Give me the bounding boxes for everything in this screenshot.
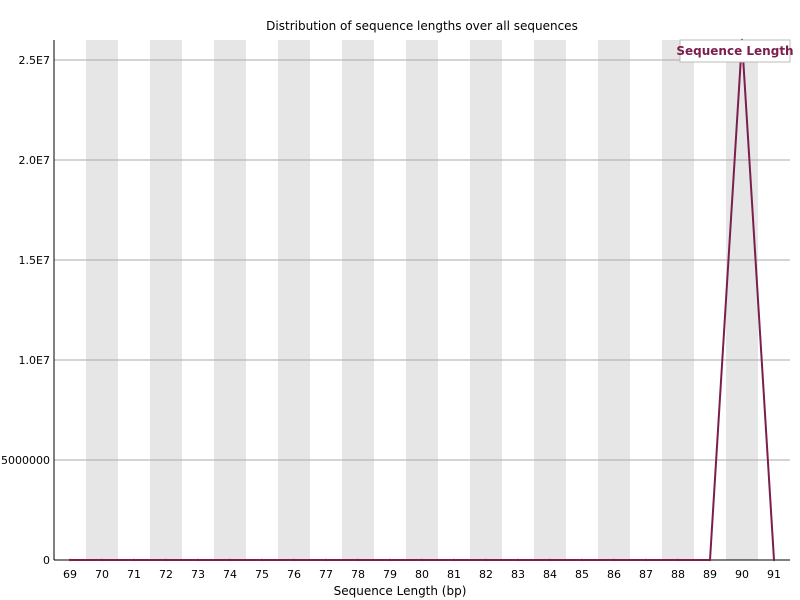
y-tick-label: 0	[43, 554, 50, 567]
x-tick-label: 81	[447, 568, 461, 581]
legend: Sequence Length	[676, 39, 794, 63]
x-tick-label: 83	[511, 568, 525, 581]
data-point	[452, 558, 456, 562]
data-point	[420, 558, 424, 562]
band-86	[598, 40, 630, 560]
data-point	[644, 558, 648, 562]
background-bands	[86, 40, 758, 560]
data-point	[548, 558, 552, 562]
data-point	[356, 558, 360, 562]
x-tick-label: 80	[415, 568, 429, 581]
y-axis-ticks: 0 5000000 1.0E7 1.5E7 2.0E7 2.5E7	[1, 54, 50, 567]
x-axis-label: Sequence Length (bp)	[334, 584, 467, 598]
band-84	[534, 40, 566, 560]
x-tick-label: 69	[63, 568, 77, 581]
grid-lines	[54, 59, 790, 461]
x-tick-label: 74	[223, 568, 237, 581]
band-70	[86, 40, 118, 560]
data-point	[388, 558, 392, 562]
x-tick-label: 89	[703, 568, 717, 581]
x-tick-label: 90	[735, 568, 749, 581]
y-tick-label: 1.0E7	[19, 354, 50, 367]
legend-entry-sequence-length: Sequence Length	[676, 44, 793, 58]
x-tick-label: 84	[543, 568, 557, 581]
band-82	[470, 40, 502, 560]
x-tick-label: 71	[127, 568, 141, 581]
band-80	[406, 40, 438, 560]
data-point	[516, 558, 520, 562]
data-point	[100, 558, 104, 562]
data-point	[708, 558, 712, 562]
x-tick-label: 87	[639, 568, 653, 581]
data-point	[68, 558, 72, 562]
band-72	[150, 40, 182, 560]
x-tick-label: 75	[255, 568, 269, 581]
data-point	[324, 558, 328, 562]
x-tick-label: 85	[575, 568, 589, 581]
data-point	[612, 558, 616, 562]
legend-box	[679, 39, 791, 63]
band-76	[278, 40, 310, 560]
y-tick-label: 2.0E7	[19, 154, 50, 167]
chart-title: Distribution of sequence lengths over al…	[266, 19, 578, 33]
data-point	[580, 558, 584, 562]
data-point	[164, 558, 168, 562]
x-tick-label: 77	[319, 568, 333, 581]
data-point	[260, 558, 264, 562]
x-tick-label: 78	[351, 568, 365, 581]
x-tick-label: 88	[671, 568, 685, 581]
y-tick-label: 2.5E7	[19, 54, 50, 67]
x-tick-label: 79	[383, 568, 397, 581]
x-tick-label: 72	[159, 568, 173, 581]
x-tick-label: 73	[191, 568, 205, 581]
data-point	[484, 558, 488, 562]
x-tick-label: 70	[95, 568, 109, 581]
x-tick-label: 91	[767, 568, 781, 581]
data-point	[228, 558, 232, 562]
x-axis-ticks: 69 70 71 72 73 74 75 76 77 78 79 80 81 82 83 84 85 86 87 88…	[63, 568, 781, 581]
band-74	[214, 40, 246, 560]
data-point	[132, 558, 136, 562]
band-88	[662, 40, 694, 560]
y-tick-label: 1.5E7	[19, 254, 50, 267]
x-tick-label: 82	[479, 568, 493, 581]
data-point	[292, 558, 296, 562]
y-tick-label: 5000000	[1, 454, 50, 467]
band-78	[342, 40, 374, 560]
series-lines	[68, 38, 776, 562]
data-point	[676, 558, 680, 562]
data-point	[196, 558, 200, 562]
band-90	[726, 40, 758, 560]
data-point	[772, 558, 776, 562]
x-tick-label: 86	[607, 568, 621, 581]
x-tick-label: 76	[287, 568, 301, 581]
